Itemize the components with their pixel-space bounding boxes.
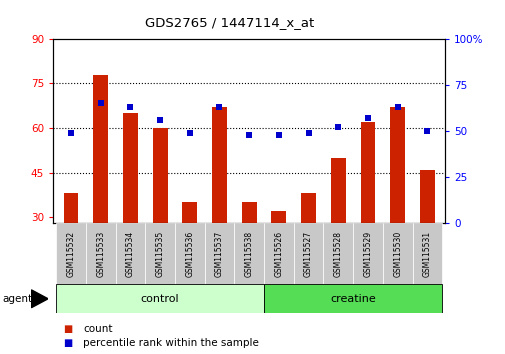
Text: GSM115534: GSM115534 xyxy=(126,231,135,277)
Bar xyxy=(182,202,197,223)
Text: GSM115529: GSM115529 xyxy=(363,231,372,277)
Bar xyxy=(360,122,375,223)
Text: GSM115527: GSM115527 xyxy=(304,231,313,277)
Bar xyxy=(352,223,382,285)
Text: ■: ■ xyxy=(63,324,72,333)
Bar xyxy=(271,211,286,223)
Bar xyxy=(382,223,412,285)
Bar xyxy=(419,170,434,223)
Bar xyxy=(330,158,345,223)
Point xyxy=(215,104,223,110)
Text: agent: agent xyxy=(2,294,32,304)
Text: GSM115532: GSM115532 xyxy=(66,231,75,277)
Polygon shape xyxy=(31,290,48,308)
Point xyxy=(67,130,75,136)
Bar xyxy=(153,128,167,223)
Bar xyxy=(241,202,256,223)
Bar xyxy=(412,223,441,285)
Text: GSM115526: GSM115526 xyxy=(274,231,283,277)
Point xyxy=(185,130,193,136)
Point xyxy=(156,117,164,123)
Bar xyxy=(115,223,145,285)
Bar xyxy=(175,223,204,285)
Text: GSM115533: GSM115533 xyxy=(96,231,105,277)
Text: creatine: creatine xyxy=(330,294,375,304)
Text: ■: ■ xyxy=(63,338,72,348)
Bar xyxy=(212,107,226,223)
Point xyxy=(126,104,134,110)
Text: GSM115537: GSM115537 xyxy=(215,231,224,277)
Point xyxy=(334,125,342,130)
Bar xyxy=(264,223,293,285)
Text: control: control xyxy=(140,294,179,304)
Point xyxy=(393,104,401,110)
Bar xyxy=(300,193,316,223)
Bar xyxy=(64,193,78,223)
Point xyxy=(96,101,105,106)
Text: GSM115530: GSM115530 xyxy=(392,231,401,277)
Point xyxy=(423,128,431,134)
Text: GDS2765 / 1447114_x_at: GDS2765 / 1447114_x_at xyxy=(145,16,314,29)
Bar xyxy=(145,223,175,285)
Text: GSM115536: GSM115536 xyxy=(185,231,194,277)
Bar xyxy=(293,223,323,285)
Text: GSM115535: GSM115535 xyxy=(155,231,164,277)
Text: GSM115531: GSM115531 xyxy=(422,231,431,277)
Point xyxy=(245,132,253,137)
Bar xyxy=(323,223,352,285)
Text: percentile rank within the sample: percentile rank within the sample xyxy=(83,338,259,348)
Point xyxy=(363,115,371,121)
Bar xyxy=(86,223,115,285)
Point xyxy=(274,132,282,137)
Point xyxy=(304,130,312,136)
Bar xyxy=(389,107,405,223)
Bar xyxy=(56,284,264,313)
Bar xyxy=(204,223,234,285)
Bar xyxy=(93,75,108,223)
Bar xyxy=(56,223,86,285)
Text: count: count xyxy=(83,324,113,333)
Text: GSM115538: GSM115538 xyxy=(244,231,253,277)
Bar xyxy=(234,223,264,285)
Bar xyxy=(264,284,441,313)
Bar xyxy=(123,113,137,223)
Text: GSM115528: GSM115528 xyxy=(333,231,342,277)
